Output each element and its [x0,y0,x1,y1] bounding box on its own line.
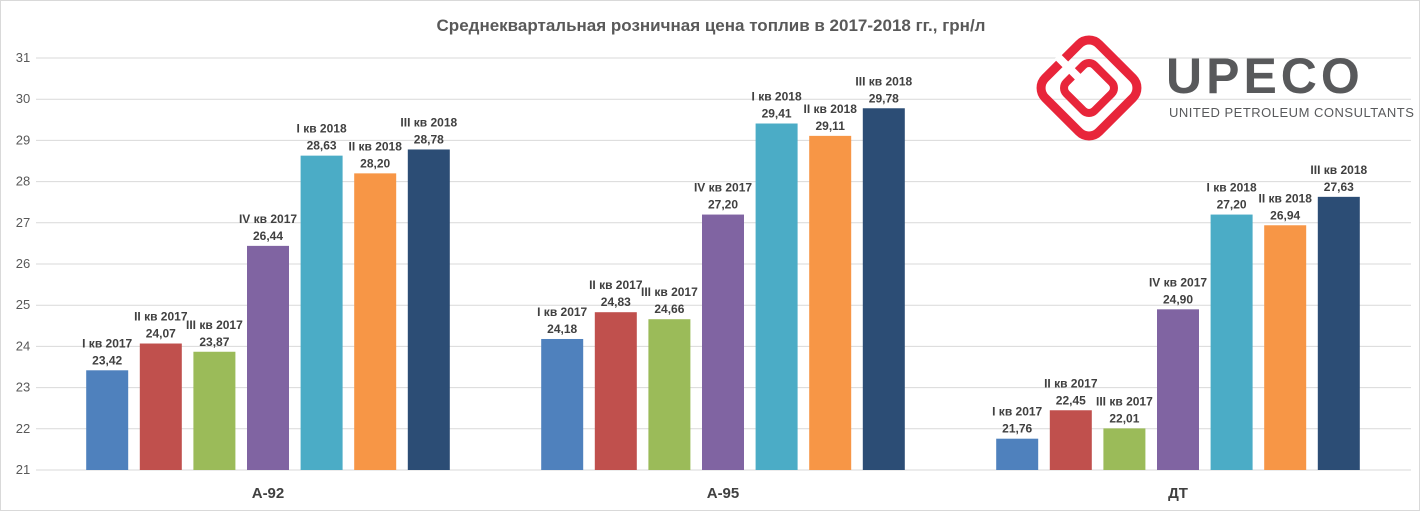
data-label-value: 28,20 [360,156,390,170]
y-tick-label: 24 [16,338,30,353]
data-label-series: II кв 2018 [1258,191,1312,205]
bar [541,338,584,470]
data-label-value: 27,20 [708,198,738,212]
data-label-series: I кв 2018 [297,122,347,136]
y-tick-label: 30 [16,91,30,106]
bar [702,214,744,470]
bar [1157,309,1199,470]
data-label-value: 26,44 [253,229,283,243]
bar [193,351,236,470]
data-label-series: II кв 2017 [1044,376,1098,390]
y-tick-label: 21 [16,462,30,477]
bar [1103,428,1146,470]
data-label-value: 21,76 [1002,422,1032,436]
y-tick-label: 26 [16,256,30,271]
logo-subtitle: UNITED PETROLEUM CONSULTANTS [1169,105,1414,120]
data-label-value: 24,07 [146,327,176,341]
bar [862,108,905,470]
data-label-value: 22,01 [1109,411,1139,425]
bar [594,312,637,470]
bar [996,438,1039,470]
bar [86,370,129,470]
data-label-value: 26,94 [1270,208,1300,222]
data-label-series: I кв 2018 [1207,181,1257,195]
y-tick-label: 23 [16,380,30,395]
data-label-series: III кв 2018 [1310,163,1367,177]
y-tick-label: 29 [16,132,30,147]
y-tick-label: 31 [16,50,30,65]
y-tick-label: 28 [16,174,30,189]
data-label-value: 23,42 [92,353,122,367]
y-tick-label: 25 [16,297,30,312]
y-tick-label: 27 [16,215,30,230]
bar [354,173,397,471]
y-tick-label: 22 [16,421,30,436]
data-label-series: III кв 2018 [400,115,457,129]
logo-name: UPECO [1166,48,1364,104]
bar [1049,410,1092,470]
data-label-series: III кв 2017 [1096,394,1153,408]
bar [1317,196,1360,470]
data-label-series: III кв 2018 [855,74,912,88]
data-label-value: 24,18 [547,322,577,336]
data-label-value: 27,20 [1217,198,1247,212]
data-label-series: III кв 2017 [186,318,243,332]
bar [247,245,289,470]
data-label-series: II кв 2017 [589,278,643,292]
data-label-series: IV кв 2017 [239,212,297,226]
data-label-series: II кв 2017 [134,310,188,324]
data-label-value: 27,63 [1324,180,1354,194]
data-label-value: 23,87 [199,335,229,349]
data-label-series: II кв 2018 [348,139,402,153]
data-label-value: 24,90 [1163,292,1193,306]
upeco-logo: UPECO UNITED PETROLEUM CONSULTANTS [1036,35,1414,141]
data-label-series: IV кв 2017 [1149,275,1207,289]
data-label-value: 28,63 [307,139,337,153]
data-label-series: I кв 2017 [992,405,1042,419]
bar [809,135,852,471]
data-label-series: I кв 2018 [752,90,802,104]
logo-mark-icon [1036,35,1142,141]
bar [1264,225,1307,470]
data-label-value: 29,78 [869,91,899,105]
data-label-value: 24,83 [601,295,631,309]
bar [648,319,691,470]
data-label-value: 22,45 [1056,393,1086,407]
x-category-label: А-95 [707,485,740,502]
x-category-label: А-92 [252,485,285,502]
data-label-value: 24,66 [654,302,684,316]
x-category-label: ДТ [1168,485,1188,502]
data-label-series: I кв 2017 [537,305,587,319]
data-label-value: 28,78 [414,132,444,146]
bar [407,149,450,471]
bar [755,123,798,471]
data-label-series: IV кв 2017 [694,181,752,195]
chart-title: Среднеквартальная розничная цена топлив … [437,16,986,35]
data-label-value: 29,11 [816,119,846,133]
data-label-series: II кв 2018 [803,102,857,116]
data-label-value: 29,41 [762,107,792,121]
bar [300,155,343,471]
data-label-series: I кв 2017 [82,336,132,350]
bar [1210,214,1253,470]
bar [139,343,182,470]
data-label-series: III кв 2017 [641,285,698,299]
